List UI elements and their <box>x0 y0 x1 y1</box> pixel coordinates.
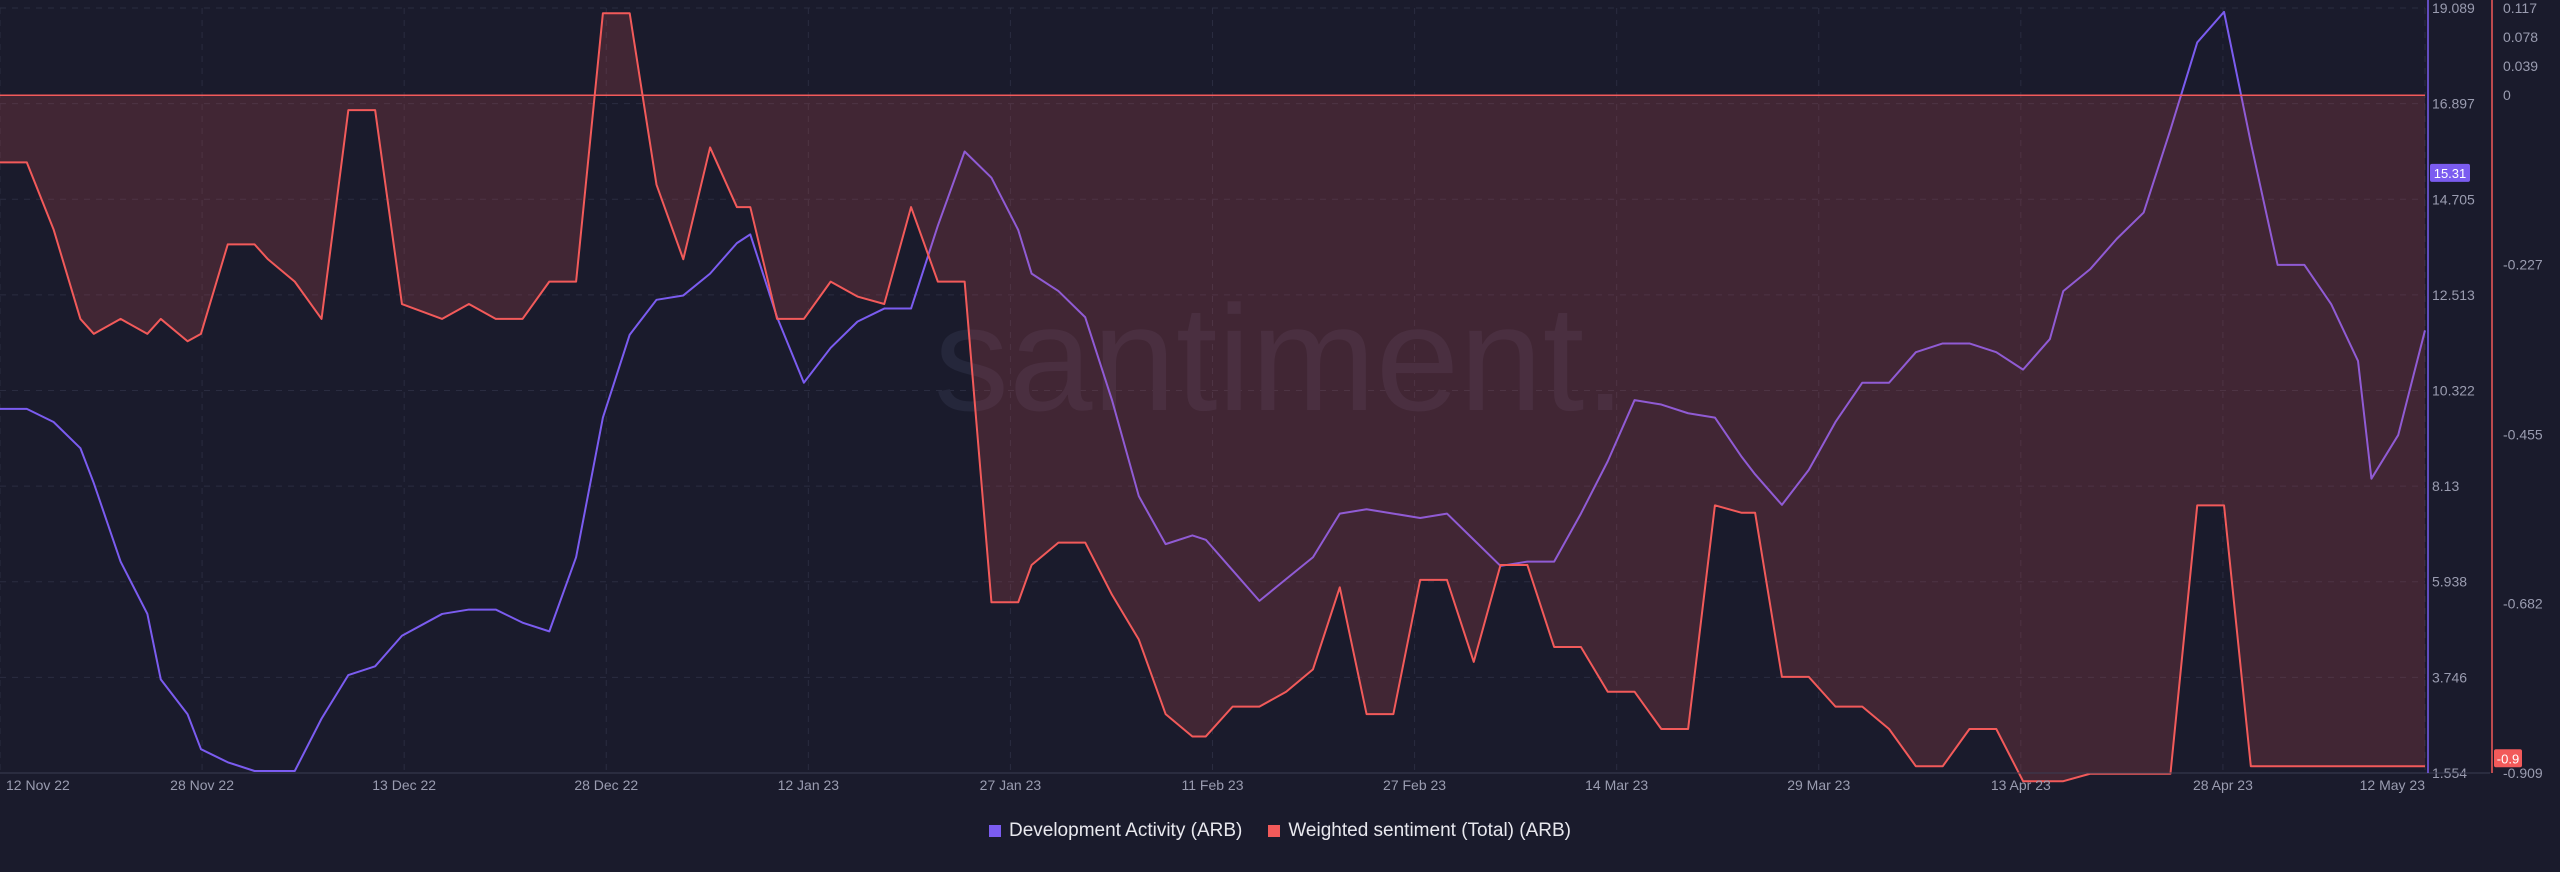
y-left-tick-label: 19.089 <box>2432 0 2475 16</box>
x-tick-label: 11 Feb 23 <box>1181 777 1243 793</box>
x-tick-label: 28 Apr 23 <box>2193 777 2253 793</box>
y-left-tick-label: 14.705 <box>2432 191 2475 207</box>
x-tick-label: 13 Apr 23 <box>1991 777 2051 793</box>
axis-layer: 19.089 16.897 14.705 12.513 10.322 8.13 5.938 3… <box>0 0 2543 793</box>
x-tick-label: 14 Mar 23 <box>1585 777 1648 793</box>
series-line-weighted-sentiment <box>0 12 2425 783</box>
current-value-badge-left <box>2430 163 2470 182</box>
legend-swatch-red <box>1268 825 1281 837</box>
x-tick-label: 27 Feb 23 <box>1383 777 1446 793</box>
legend-label: Development Activity (ARB) <box>1008 820 1243 841</box>
y-right-tick-label: -0.682 <box>2503 596 2543 612</box>
y-left-tick-label: 8.13 <box>2432 478 2459 494</box>
legend-swatch-purple <box>988 825 1001 837</box>
current-value-left: 15.31 <box>2434 166 2467 181</box>
y-right-tick-label: -0.909 <box>2503 765 2543 781</box>
x-tick-label: 27 Jan 23 <box>980 777 1042 793</box>
current-value-badge-right <box>2494 749 2522 768</box>
x-tick-label: 13 Dec 22 <box>372 777 436 793</box>
x-tick-label: 28 Nov 22 <box>170 777 234 793</box>
sentiment-area <box>0 13 2425 782</box>
y-right-tick-label: -0.227 <box>2503 256 2543 272</box>
current-value-right: -0.9 <box>2497 751 2519 766</box>
y-left-tick-label: 10.322 <box>2432 382 2475 398</box>
legend-item-weighted-sentiment[interactable]: Weighted sentiment (Total) (ARB) <box>1268 820 1571 842</box>
legend-label: Weighted sentiment (Total) (ARB) <box>1288 820 1571 841</box>
y-left-tick-label: 3.746 <box>2432 669 2467 685</box>
y-left-tick-label: 12.513 <box>2432 287 2475 303</box>
legend: Development Activity (ARB) Weighted sent… <box>0 820 2560 842</box>
x-tick-label: 29 Mar 23 <box>1787 777 1850 793</box>
legend-item-development-activity[interactable]: Development Activity (ARB) <box>988 820 1243 842</box>
y-right-tick-label: 0.039 <box>2503 58 2538 74</box>
y-left-tick-label: 5.938 <box>2432 574 2467 590</box>
y-right-tick-label: 0 <box>2503 87 2511 103</box>
plot-layer <box>0 10 2426 783</box>
y-right-tick-label: -0.455 <box>2503 426 2543 442</box>
x-tick-label: 12 May 23 <box>2360 777 2426 793</box>
x-tick-label: 28 Dec 22 <box>574 777 638 793</box>
series-line-development-activity <box>0 10 2426 772</box>
watermark: santiment. <box>934 274 1626 442</box>
y-right-tick-label: 0.117 <box>2503 0 2537 16</box>
y-left-tick-label: 16.897 <box>2432 96 2475 112</box>
y-right-tick-label: 0.078 <box>2503 29 2538 45</box>
x-tick-label: 12 Nov 22 <box>6 777 70 793</box>
x-tick-label: 12 Jan 23 <box>778 777 840 793</box>
